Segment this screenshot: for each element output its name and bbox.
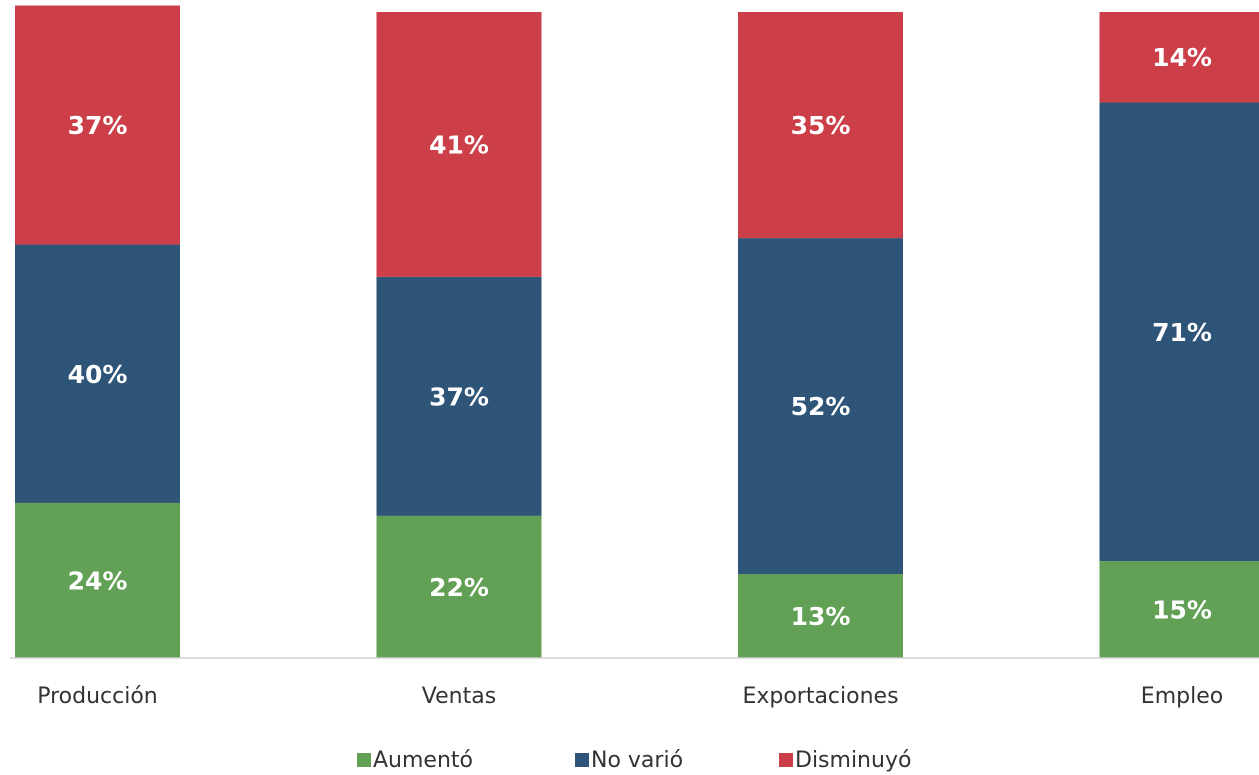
data-label: 40%: [68, 360, 128, 389]
x-tick-label: Ventas: [422, 684, 496, 709]
legend-label: Aumentó: [373, 748, 473, 773]
bar-segment: [738, 238, 903, 575]
data-label: 22%: [429, 573, 489, 602]
x-tick-label: Producción: [37, 684, 158, 709]
bar-segment: [738, 574, 903, 658]
bar-segment: [1099, 12, 1259, 103]
bar-segment: [15, 5, 180, 245]
x-tick-label: Empleo: [1141, 684, 1223, 709]
bar-segment: [376, 12, 542, 277]
data-label: 14%: [1152, 43, 1212, 72]
bar-segment: [1099, 102, 1259, 562]
legend-label: No varió: [591, 748, 683, 773]
data-label: 24%: [68, 566, 128, 595]
bar-segment: [15, 244, 180, 503]
data-label: 15%: [1152, 596, 1212, 625]
bar-segment: [15, 502, 180, 658]
legend-swatch: [357, 753, 371, 767]
bar-segment: [376, 515, 542, 658]
legend-label: Disminuyó: [795, 748, 911, 773]
data-label: 37%: [68, 111, 128, 140]
data-label: 13%: [791, 602, 851, 631]
x-tick-label: Exportaciones: [742, 684, 898, 709]
bar-segment: [738, 12, 903, 239]
bar-segment: [1099, 561, 1259, 658]
legend-swatch: [575, 753, 589, 767]
legend-swatch: [779, 753, 793, 767]
data-label: 52%: [791, 392, 851, 421]
data-label: 41%: [429, 130, 489, 159]
data-label: 35%: [791, 111, 851, 140]
bar-segment: [376, 276, 542, 516]
data-label: 71%: [1152, 318, 1212, 347]
data-label: 37%: [429, 382, 489, 411]
